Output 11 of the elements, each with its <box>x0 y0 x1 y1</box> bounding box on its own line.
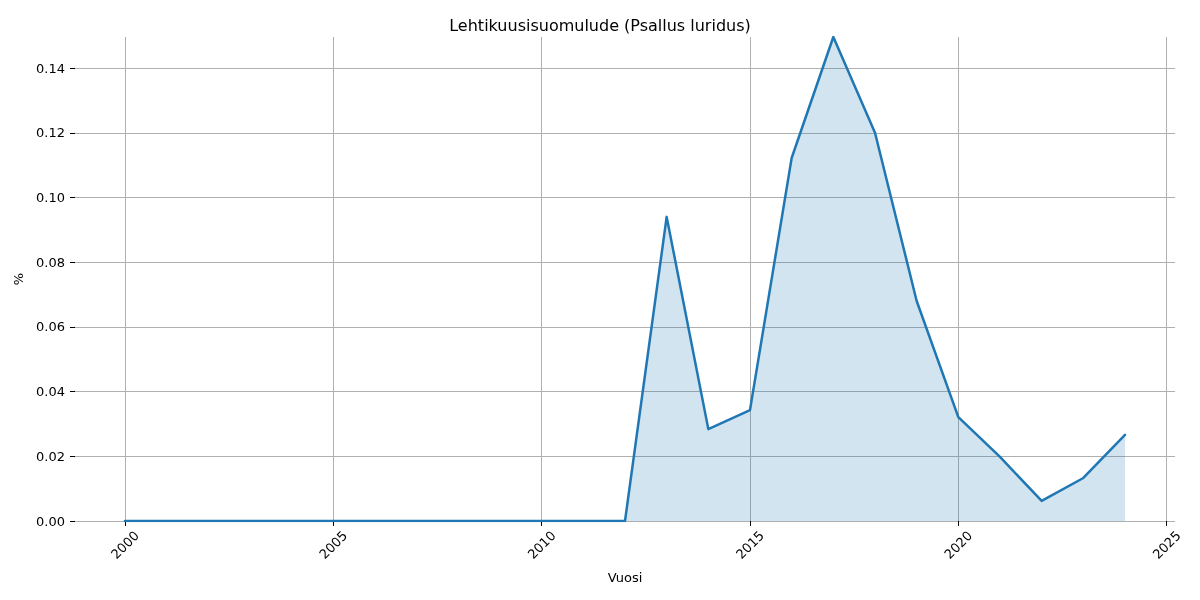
y-tick-label: 0.06 <box>36 319 65 335</box>
y-tick-label: 0.04 <box>36 384 65 400</box>
y-tick-label: 0.12 <box>36 125 65 141</box>
y-tick-label: 0.10 <box>36 189 65 205</box>
x-axis-title: Vuosi <box>607 570 643 585</box>
y-tick-label: 0.14 <box>36 60 65 76</box>
y-tick-label: 0.08 <box>36 254 65 270</box>
chart-title: Lehtikuusisuomulude (Psallus luridus) <box>449 15 751 35</box>
y-axis-title: % <box>11 272 27 286</box>
y-tick-label: 0.00 <box>36 513 65 529</box>
y-tick-label: 0.02 <box>36 448 65 464</box>
